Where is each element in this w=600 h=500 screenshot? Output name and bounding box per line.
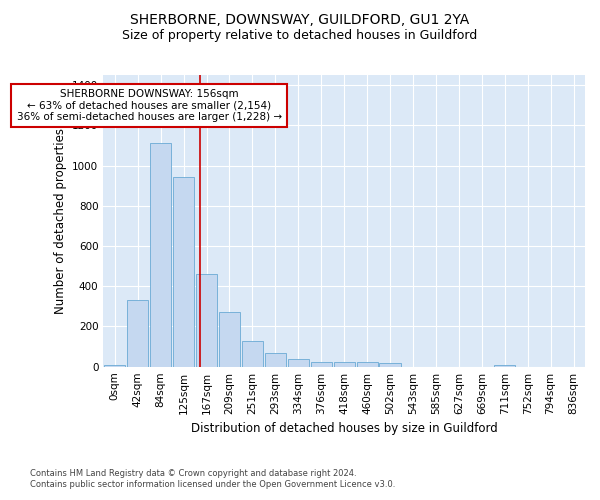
Bar <box>219 312 240 366</box>
Bar <box>356 362 377 366</box>
Text: Size of property relative to detached houses in Guildford: Size of property relative to detached ho… <box>122 29 478 42</box>
Bar <box>334 362 355 366</box>
X-axis label: Distribution of detached houses by size in Guildford: Distribution of detached houses by size … <box>191 422 497 435</box>
Bar <box>242 340 263 366</box>
Text: SHERBORNE, DOWNSWAY, GUILDFORD, GU1 2YA: SHERBORNE, DOWNSWAY, GUILDFORD, GU1 2YA <box>130 12 470 26</box>
Bar <box>150 144 171 366</box>
Text: Contains public sector information licensed under the Open Government Licence v3: Contains public sector information licen… <box>30 480 395 489</box>
Y-axis label: Number of detached properties: Number of detached properties <box>53 128 67 314</box>
Bar <box>288 358 309 366</box>
Bar <box>494 364 515 366</box>
Bar <box>379 362 401 366</box>
Text: Contains HM Land Registry data © Crown copyright and database right 2024.: Contains HM Land Registry data © Crown c… <box>30 468 356 477</box>
Bar <box>173 176 194 366</box>
Bar <box>127 300 148 366</box>
Bar <box>104 364 125 366</box>
Bar <box>196 274 217 366</box>
Text: SHERBORNE DOWNSWAY: 156sqm
← 63% of detached houses are smaller (2,154)
36% of s: SHERBORNE DOWNSWAY: 156sqm ← 63% of deta… <box>17 89 282 122</box>
Bar <box>265 352 286 366</box>
Bar <box>311 362 332 366</box>
